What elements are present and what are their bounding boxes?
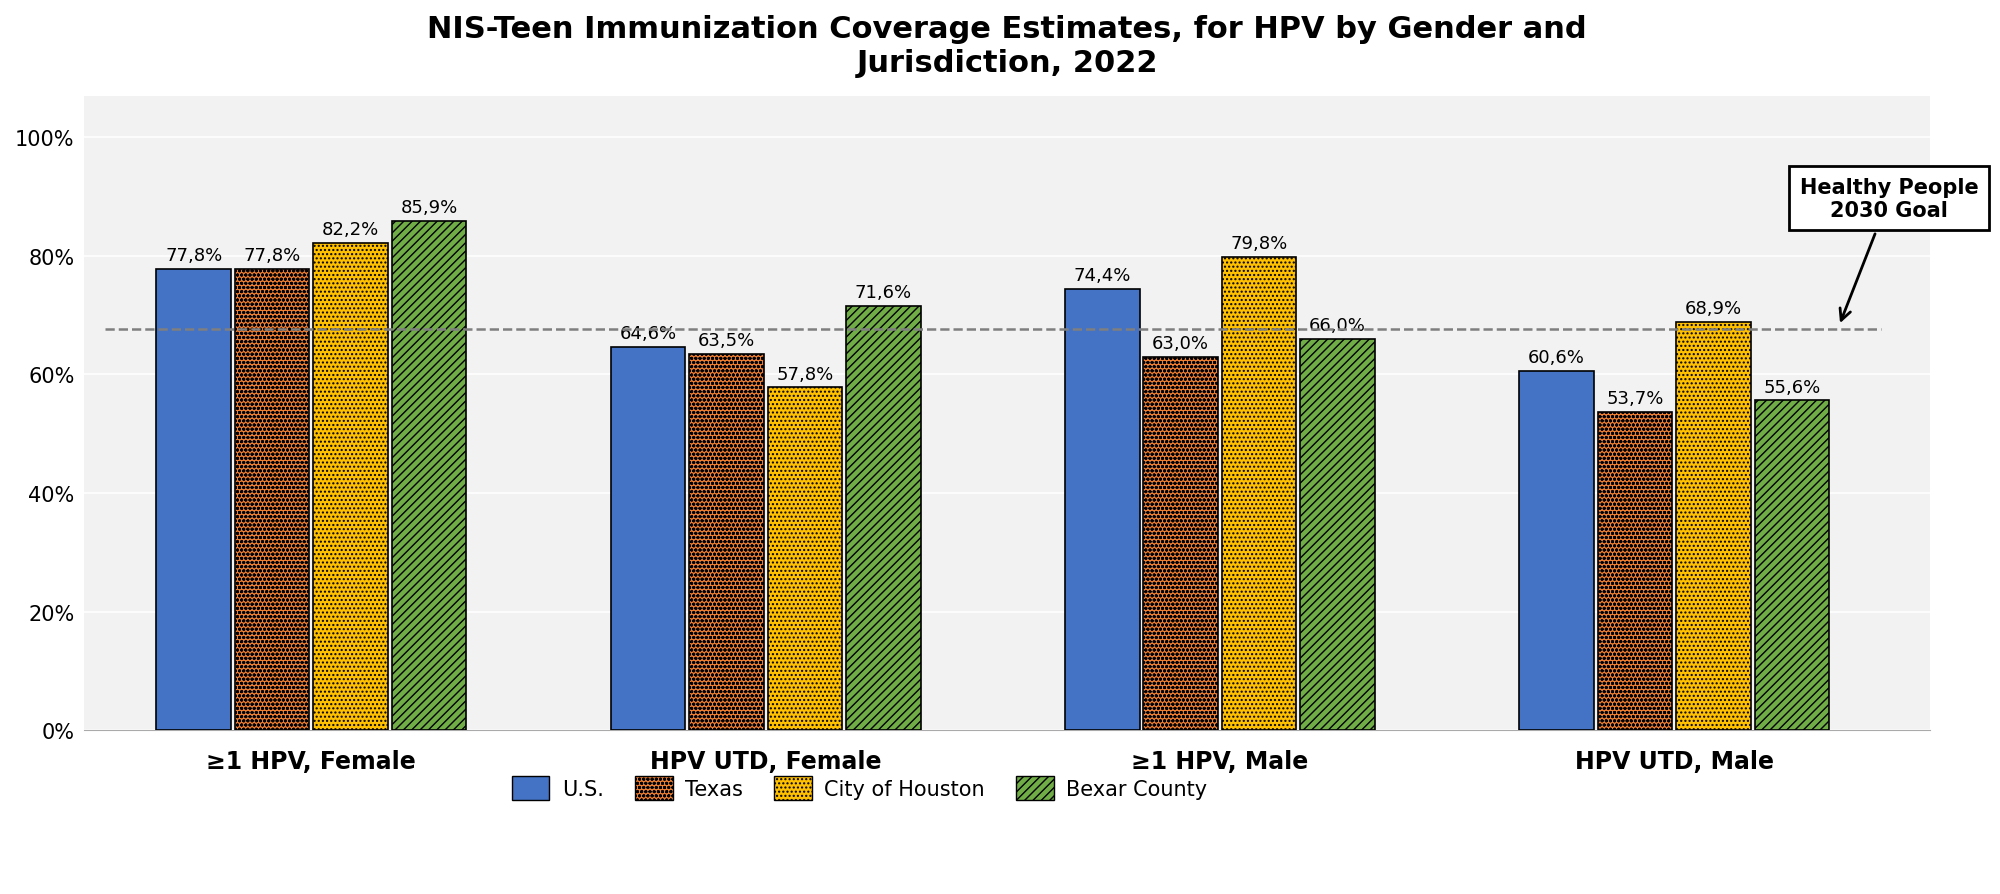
Text: 85,9%: 85,9% <box>400 198 458 216</box>
Text: 68,9%: 68,9% <box>1684 299 1742 317</box>
Bar <box>156 269 230 730</box>
Bar <box>1144 358 1218 730</box>
Bar <box>1300 340 1374 730</box>
Bar <box>610 348 686 730</box>
Bar <box>314 243 388 730</box>
Text: 60,6%: 60,6% <box>1528 349 1584 367</box>
Text: 77,8%: 77,8% <box>244 247 300 265</box>
Bar <box>392 222 466 730</box>
Bar <box>1676 322 1750 730</box>
Text: 79,8%: 79,8% <box>1230 235 1288 253</box>
Bar <box>1598 412 1672 730</box>
Text: 63,0%: 63,0% <box>1152 334 1210 352</box>
Text: 53,7%: 53,7% <box>1606 390 1664 408</box>
Legend: U.S., Texas, City of Houston, Bexar County: U.S., Texas, City of Houston, Bexar Coun… <box>504 768 1216 809</box>
Bar <box>1754 401 1830 730</box>
Bar <box>234 269 310 730</box>
Text: 64,6%: 64,6% <box>620 325 676 343</box>
Text: 74,4%: 74,4% <box>1074 267 1130 285</box>
Bar <box>768 388 842 730</box>
Text: 66,0%: 66,0% <box>1310 316 1366 334</box>
Bar <box>1520 371 1594 730</box>
Bar <box>1064 290 1140 730</box>
Bar <box>846 307 920 730</box>
Text: 57,8%: 57,8% <box>776 366 834 384</box>
Text: 82,2%: 82,2% <box>322 221 380 239</box>
Text: 77,8%: 77,8% <box>166 247 222 265</box>
Text: Healthy People
2030 Goal: Healthy People 2030 Goal <box>1800 177 1978 321</box>
Bar <box>690 354 764 730</box>
Text: 55,6%: 55,6% <box>1764 378 1820 396</box>
Title: NIS-Teen Immunization Coverage Estimates, for HPV by Gender and
Jurisdiction, 20: NIS-Teen Immunization Coverage Estimates… <box>428 15 1588 78</box>
Text: 71,6%: 71,6% <box>854 283 912 301</box>
Text: 63,5%: 63,5% <box>698 332 756 350</box>
Bar <box>1222 257 1296 730</box>
